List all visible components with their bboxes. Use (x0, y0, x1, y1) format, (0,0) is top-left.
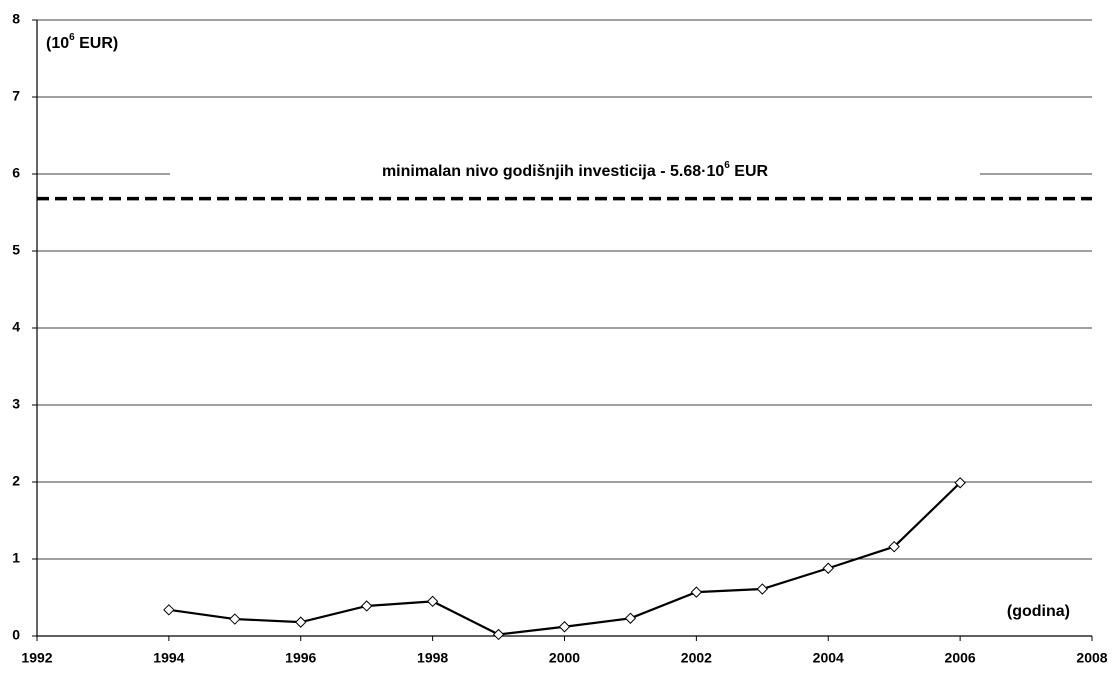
data-point (756, 583, 769, 595)
data-point (163, 604, 175, 616)
x-tick-label: 2008 (1076, 650, 1107, 666)
y-unit-text: (10 (46, 35, 69, 52)
data-point (360, 600, 373, 612)
annotation-exponent: 6 (724, 160, 730, 171)
y-tick-label: 7 (12, 88, 20, 104)
data-point (558, 621, 571, 633)
x-tick-label: 1998 (417, 650, 448, 666)
data-point (888, 540, 900, 553)
x-tick-label: 1992 (21, 650, 52, 666)
annotation-text: minimalan nivo godišnjih investicija - 5… (382, 163, 724, 180)
y-tick-label: 6 (12, 165, 20, 181)
data-point (229, 613, 241, 625)
x-tick-label: 2002 (681, 650, 712, 666)
y-tick-label: 5 (12, 242, 20, 258)
x-unit-label: (godina) (1007, 603, 1070, 620)
annotation-background (170, 155, 980, 187)
annotation-text: EUR (730, 163, 769, 180)
y-unit-exponent: 6 (69, 32, 75, 43)
y-tick-label: 2 (12, 473, 20, 489)
y-tick-label: 0 (12, 627, 20, 643)
x-tick-label: 1994 (153, 650, 184, 666)
y-tick-label: 1 (12, 550, 20, 566)
data-point (492, 628, 505, 641)
annotation: minimalan nivo godišnjih investicija - 5… (382, 160, 769, 181)
x-tick-label: 2006 (945, 650, 976, 666)
x-tick-label: 2004 (813, 650, 844, 666)
data-point (822, 562, 834, 574)
x-tick-label: 1996 (285, 650, 316, 666)
x-tick-label: 2000 (549, 650, 580, 666)
data-point (426, 595, 439, 608)
y-unit-text: EUR) (75, 35, 119, 52)
y-tick-label: 4 (12, 319, 20, 335)
y-tick-label: 3 (12, 396, 20, 412)
y-tick-label: 8 (12, 11, 20, 27)
y-unit-label: (106 EUR) (46, 32, 118, 53)
data-point (690, 586, 703, 598)
data-point (624, 612, 637, 624)
data-point (295, 616, 307, 628)
data-point (954, 477, 966, 489)
